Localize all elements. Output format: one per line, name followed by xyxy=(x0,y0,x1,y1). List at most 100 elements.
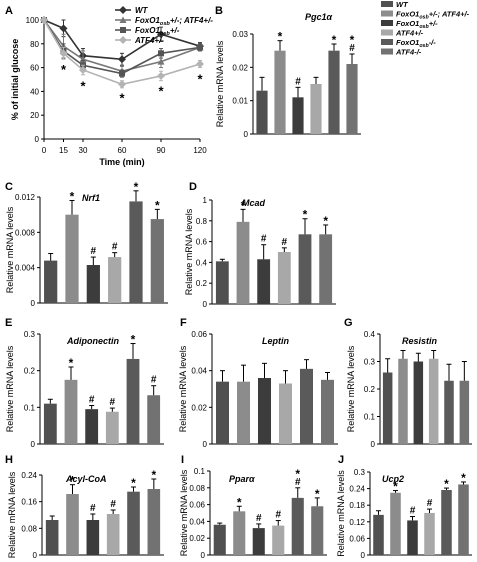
bar xyxy=(256,90,268,134)
y-tick-label: 0.04 xyxy=(191,367,207,376)
significance-star: * xyxy=(61,62,67,77)
significance-star: * xyxy=(303,208,308,222)
bar xyxy=(257,259,271,304)
bar xyxy=(236,381,251,444)
significance-hash: # xyxy=(410,506,416,517)
panel-b: B 0 0.01 0.02 0.03 Relative mRNA levels Pgc1α *… xyxy=(215,5,361,139)
significance-hash: # xyxy=(110,397,116,408)
legend-marker xyxy=(119,6,127,14)
legend-label: FoxO1osb+/- xyxy=(396,19,438,30)
significance-hash: # xyxy=(275,510,281,521)
y-tick-label: 0 xyxy=(33,551,38,560)
bar xyxy=(44,260,58,303)
y-tick-label: 0.2 xyxy=(196,279,208,288)
y-axis-label: Relative mRNA levels xyxy=(179,469,189,556)
x-tick-label: 30 xyxy=(79,146,88,155)
y-tick-label: 0.1 xyxy=(364,413,376,422)
bar xyxy=(86,265,100,303)
y-tick-label: 0 xyxy=(31,299,36,308)
panel-e: E 0 0.1 0.2 0.3 Relative mRNA levels Adiponect… xyxy=(5,317,164,449)
point-marker xyxy=(79,65,87,74)
panel-letter: J xyxy=(338,454,344,466)
bar xyxy=(320,379,335,444)
bar xyxy=(64,379,78,444)
significance-star: * xyxy=(461,471,466,485)
significance-hash: # xyxy=(110,499,116,510)
bar xyxy=(45,520,59,555)
y-tick-label: 0.1 xyxy=(194,467,206,476)
legend-swatch xyxy=(381,29,393,36)
y-tick-label: 0.02 xyxy=(189,534,205,543)
significance-star: * xyxy=(323,214,328,228)
legend-label: WT xyxy=(135,6,149,15)
significance-hash: # xyxy=(295,76,301,87)
panel-g: G 0 0.1 0.2 0.3 0.4 Relative mRNA levels Resist… xyxy=(344,317,472,449)
y-tick-label: 0.2 xyxy=(24,367,36,376)
bar xyxy=(328,50,340,134)
series-line-DH xyxy=(43,19,201,72)
y-tick-label: 0.18 xyxy=(349,501,365,510)
y-axis-label: % of initial glucose xyxy=(10,39,20,121)
y-tick-label: 0 xyxy=(203,300,208,309)
legend-swatch xyxy=(381,1,393,7)
bar xyxy=(106,514,120,555)
bar xyxy=(444,380,454,444)
significance-star: * xyxy=(158,83,164,98)
series-line-WT xyxy=(43,19,201,61)
bar xyxy=(65,214,79,303)
significance-star: * xyxy=(241,198,246,212)
chart-title: Resistin xyxy=(402,336,438,346)
significance-star: * xyxy=(295,467,300,481)
legend-marker xyxy=(120,27,126,33)
panel-letter: I xyxy=(181,454,184,466)
y-tick-label: 0 xyxy=(244,130,249,139)
y-tick-label: 0.06 xyxy=(191,330,207,339)
bar xyxy=(428,358,439,444)
legend-label: FoxO1osb+/-; ATF4+/- xyxy=(135,16,213,27)
bar xyxy=(390,492,401,555)
bar xyxy=(272,525,285,555)
point-marker xyxy=(197,44,203,51)
significance-hash: # xyxy=(261,234,267,245)
y-tick-label: 20 xyxy=(30,111,39,120)
panel-h: H 0 0.08 0.16 0.24 Relative mRNA levels Acyl-C… xyxy=(5,454,164,560)
y-tick-label: 0.06 xyxy=(349,534,365,543)
significance-hash: # xyxy=(90,503,96,514)
significance-hash: # xyxy=(282,237,288,248)
significance-star: * xyxy=(70,474,75,488)
legend-label: ATF4-/- xyxy=(395,48,422,57)
bar xyxy=(233,511,246,555)
point-marker xyxy=(157,58,165,65)
significance-hash: # xyxy=(427,498,433,509)
y-axis-label: Relative mRNA levels xyxy=(346,345,356,432)
chart-title: Mcad xyxy=(242,198,266,208)
point-marker xyxy=(118,80,126,89)
chart-title: Adiponectin xyxy=(66,336,119,346)
y-tick-label: 0.4 xyxy=(196,258,208,267)
y-axis-label: Relative mRNA levels xyxy=(336,470,346,557)
bar xyxy=(441,489,452,555)
y-tick-label: 40 xyxy=(30,87,39,96)
significance-star: * xyxy=(197,72,203,87)
bar xyxy=(319,234,333,304)
chart-title: Pparα xyxy=(229,474,255,484)
significance-star: * xyxy=(155,198,160,212)
panel-letter: C xyxy=(5,181,13,193)
y-tick-label: 0 xyxy=(35,135,40,144)
y-tick-label: 0.24 xyxy=(349,485,365,494)
legend-label: FoxO1osb-/- xyxy=(396,38,436,49)
y-tick-label: 0.3 xyxy=(24,330,36,339)
bar xyxy=(458,484,469,555)
y-tick-label: 1 xyxy=(203,196,208,205)
point-marker xyxy=(59,49,68,58)
bar xyxy=(413,361,424,444)
bar xyxy=(147,395,161,444)
significance-star: * xyxy=(350,33,355,47)
significance-star: * xyxy=(131,333,136,347)
bar xyxy=(311,506,324,555)
